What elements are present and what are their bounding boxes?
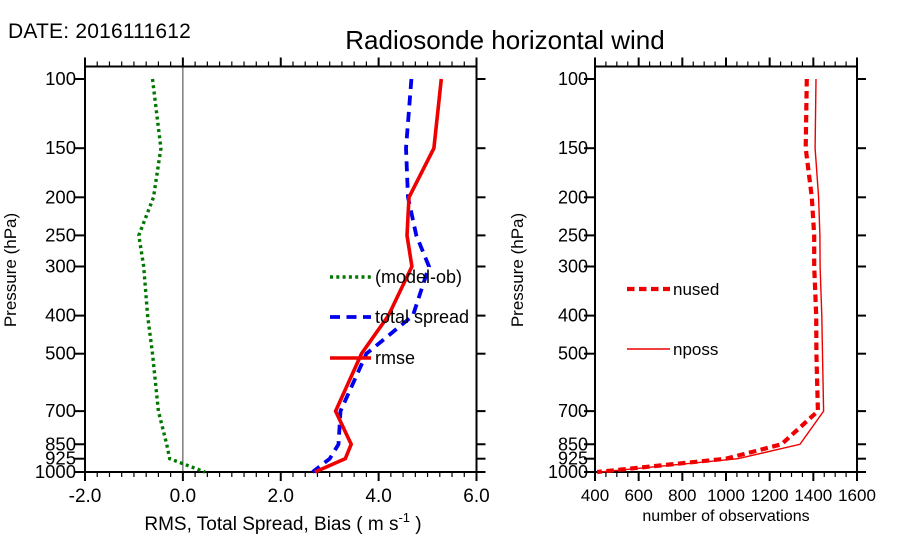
y-axis-title: Pressure (hPa): [508, 213, 527, 327]
y-tick-label: 100: [45, 68, 76, 89]
legend: (model-ob) total spread rmse: [330, 267, 469, 368]
plot-frame: [594, 65, 858, 473]
series-line-rmse: [314, 78, 444, 474]
legend-item-model-ob: (model-ob): [330, 267, 462, 287]
y-axis-title: Pressure (hPa): [1, 213, 20, 327]
legend-label: (model-ob): [375, 267, 462, 287]
y-tick-label: 500: [558, 344, 588, 364]
y-tick-label: 300: [558, 257, 588, 277]
y-tick-label: 850: [558, 434, 588, 454]
y-tick-label: 925: [558, 449, 588, 469]
legend-label: total spread: [375, 307, 469, 327]
right-panel: 400 600 800 1000 1200 1400 1600 100 150 200 250 300…: [508, 57, 876, 525]
x-axis-ticks: -2.0 0.0 2.0 4.0 6.0: [69, 57, 490, 507]
x-tick-label: 1600: [838, 486, 876, 505]
x-tick-label: 6.0: [463, 486, 489, 507]
x-axis-ticks: 400 600 800 1000 1200 1400 1600: [581, 57, 876, 505]
y-tick-label: 250: [558, 225, 588, 245]
y-tick-label: 150: [558, 138, 588, 158]
legend-label: nposs: [673, 340, 718, 359]
y-tick-label: 700: [558, 401, 588, 421]
x-tick-label: 1400: [794, 486, 832, 505]
y-tick-label: 1000: [35, 461, 76, 482]
y-tick-label: 500: [45, 343, 76, 364]
x-tick-label: 600: [624, 486, 652, 505]
y-tick-label: 400: [558, 306, 588, 326]
x-axis-title: number of observations: [642, 508, 809, 525]
x-tick-label: 400: [581, 486, 609, 505]
y-tick-label: 700: [45, 400, 76, 421]
x-tick-label: 0.0: [170, 486, 196, 507]
legend-item-total-spread: total spread: [330, 307, 469, 327]
y-tick-label: 200: [558, 187, 588, 207]
date-label: DATE: 2016111612: [8, 20, 191, 43]
y-tick-label: 250: [45, 224, 76, 245]
y-tick-label: 200: [45, 186, 76, 207]
legend-label: rmse: [375, 348, 415, 368]
x-tick-label: 1000: [707, 486, 745, 505]
series-line-nposs: [600, 78, 825, 473]
y-tick-label: 150: [45, 137, 76, 158]
x-tick-label: 2.0: [268, 486, 294, 507]
x-tick-label: -2.0: [69, 486, 102, 507]
x-axis-title: RMS, Total Spread, Bias ( m s-1 ): [144, 510, 421, 535]
legend: nused nposs: [627, 280, 719, 359]
y-tick-label: 300: [45, 256, 76, 277]
series-line-total-spread: [311, 78, 432, 474]
x-tick-label: 4.0: [365, 486, 391, 507]
legend-item-nused: nused: [627, 280, 719, 299]
y-tick-label: 850: [45, 433, 76, 454]
y-tick-label: 925: [45, 448, 76, 469]
y-tick-label: 400: [45, 305, 76, 326]
left-panel: -2.0 0.0 2.0 4.0 6.0 100 150 200 250 300 400 500 700…: [1, 57, 490, 535]
y-tick-label: 1000: [548, 462, 588, 482]
x-tick-label: 1200: [751, 486, 789, 505]
y-tick-label: 100: [558, 69, 588, 89]
figure-title: Radiosonde horizontal wind: [345, 25, 665, 55]
x-tick-label: 800: [668, 486, 696, 505]
series-line-model-ob: [137, 78, 206, 474]
legend-label: nused: [673, 280, 719, 299]
series-line-nused: [596, 78, 821, 475]
legend-item-rmse: rmse: [330, 348, 415, 368]
legend-item-nposs: nposs: [627, 340, 718, 359]
